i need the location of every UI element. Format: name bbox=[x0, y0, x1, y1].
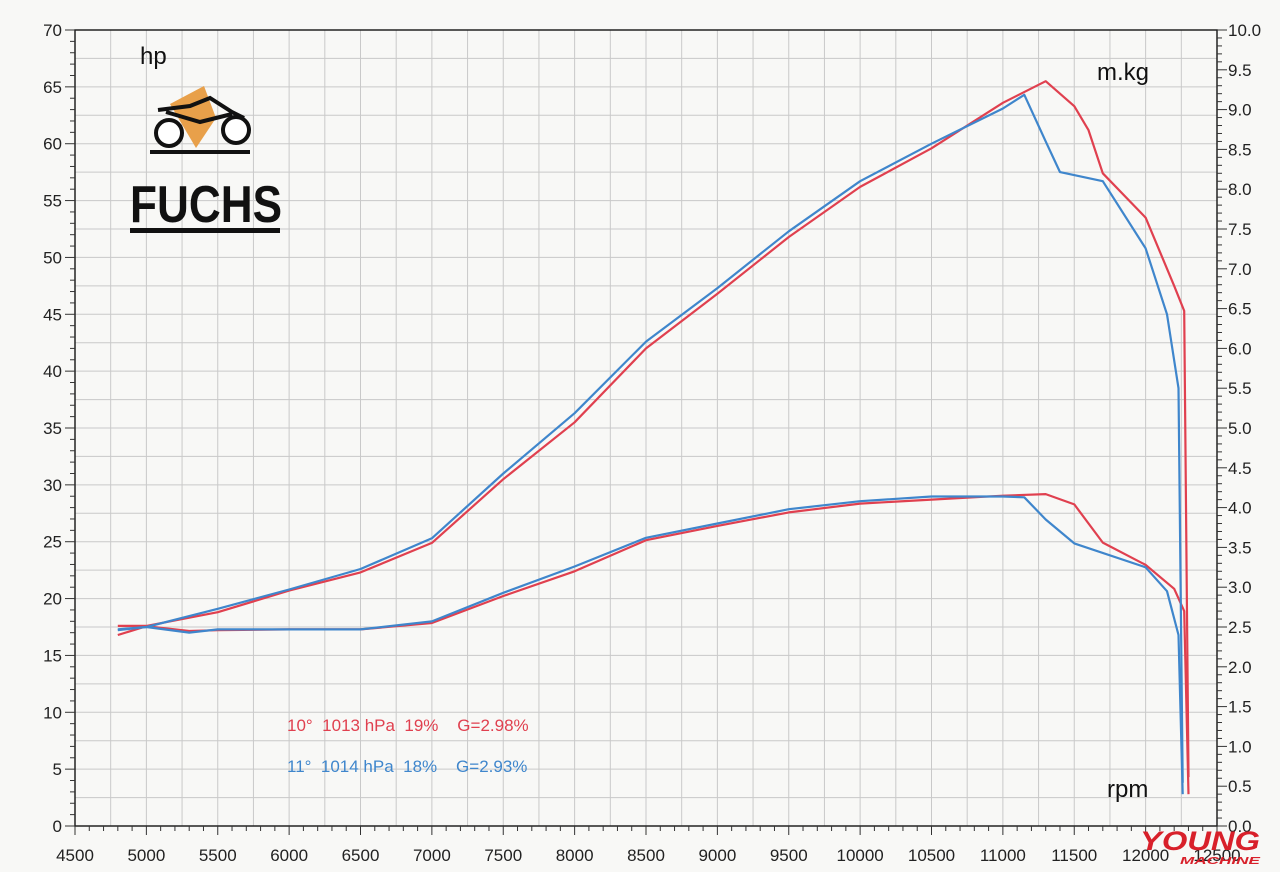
right-tick-label: 0.5 bbox=[1228, 777, 1252, 796]
left-tick-label: 70 bbox=[43, 21, 62, 40]
x-tick-label: 12500 bbox=[1193, 846, 1240, 865]
left-axis-label: hp bbox=[140, 43, 167, 70]
left-tick-label: 55 bbox=[43, 192, 62, 211]
left-tick-label: 40 bbox=[43, 362, 62, 381]
x-tick-label: 9000 bbox=[698, 846, 736, 865]
x-tick-label: 11000 bbox=[980, 846, 1026, 865]
left-tick-label: 20 bbox=[43, 590, 62, 609]
left-tick-label: 50 bbox=[43, 248, 62, 267]
left-tick-label: 0 bbox=[53, 817, 62, 836]
power-curve-0 bbox=[117, 80, 1190, 778]
x-tick-label: 6000 bbox=[270, 846, 308, 865]
left-tick-label: 30 bbox=[43, 476, 62, 495]
left-tick-label: 45 bbox=[43, 305, 62, 324]
x-tick-label: 10000 bbox=[836, 846, 883, 865]
right-tick-label: 9.0 bbox=[1228, 101, 1252, 120]
x-tick-label: 4500 bbox=[56, 846, 94, 865]
right-tick-label: 7.5 bbox=[1228, 220, 1252, 239]
x-tick-label: 8000 bbox=[556, 846, 594, 865]
bike-wheel-rear-icon bbox=[221, 115, 251, 145]
right-tick-label: 3.5 bbox=[1228, 538, 1252, 557]
right-tick-label: 5.5 bbox=[1228, 379, 1252, 398]
left-tick-label: 15 bbox=[43, 646, 62, 665]
right-tick-label: 0.0 bbox=[1228, 817, 1252, 836]
torque-curve-1 bbox=[117, 495, 1184, 795]
right-tick-label: 1.5 bbox=[1228, 698, 1252, 717]
grid bbox=[74, 29, 1218, 827]
right-tick-label: 4.0 bbox=[1228, 499, 1252, 518]
right-tick-label: 8.5 bbox=[1228, 140, 1252, 159]
x-tick-label: 8500 bbox=[627, 846, 665, 865]
x-axis-label: rpm bbox=[1107, 776, 1148, 803]
x-tick-label: 7000 bbox=[413, 846, 451, 865]
power-curve-1 bbox=[117, 93, 1184, 783]
logo-rule-top bbox=[150, 150, 250, 154]
right-tick-label: 4.5 bbox=[1228, 459, 1252, 478]
right-axis-ticks: 0.0 0.5 1.0 1.5 2.0 2.5 3.0 3.5 4.0 4.5 5.0 5.5 6.0 6… bbox=[1217, 21, 1261, 836]
right-tick-label: 2.5 bbox=[1228, 618, 1252, 637]
left-tick-label: 25 bbox=[43, 533, 62, 552]
logo-wordmark: FUCHS bbox=[130, 176, 282, 234]
left-axis-ticks: 0 5 10 15 20 25 30 35 40 45 50 55 60 65 70 bbox=[43, 21, 75, 836]
x-axis-ticks: 4500 5000 5500 6000 6500 7000 7500 8000 8500 9000… bbox=[56, 826, 1241, 865]
x-tick-label: 7500 bbox=[484, 846, 522, 865]
watermark: YOUNG MACHINE bbox=[1140, 826, 1261, 867]
x-tick-label: 10500 bbox=[908, 846, 955, 865]
left-tick-label: 60 bbox=[43, 135, 62, 154]
watermark-title: YOUNG bbox=[1140, 826, 1260, 856]
left-tick-label: 10 bbox=[43, 703, 62, 722]
left-tick-label: 5 bbox=[53, 760, 62, 779]
fuchs-logo: FUCHS bbox=[130, 86, 282, 234]
bike-wheel-front-icon bbox=[154, 118, 184, 148]
right-tick-label: 1.0 bbox=[1228, 737, 1252, 756]
right-tick-label: 6.5 bbox=[1228, 300, 1252, 319]
right-tick-label: 6.0 bbox=[1228, 339, 1252, 358]
left-tick-label: 35 bbox=[43, 419, 62, 438]
right-tick-label: 8.0 bbox=[1228, 180, 1252, 199]
legend-entry-blue: 11° 1014 hPa 18% G=2.93% bbox=[287, 757, 527, 776]
right-tick-label: 5.0 bbox=[1228, 419, 1252, 438]
x-tick-label: 12000 bbox=[1122, 846, 1169, 865]
right-tick-label: 3.0 bbox=[1228, 578, 1252, 597]
right-tick-label: 10.0 bbox=[1228, 21, 1261, 40]
x-tick-label: 5500 bbox=[199, 846, 237, 865]
series-lines bbox=[117, 80, 1190, 795]
motorcycle-icon bbox=[150, 86, 251, 154]
right-tick-label: 9.5 bbox=[1228, 61, 1252, 80]
right-tick-label: 2.0 bbox=[1228, 658, 1252, 677]
legend-entry-red: 10° 1013 hPa 19% G=2.98% bbox=[287, 716, 529, 735]
bike-body-icon bbox=[157, 95, 245, 125]
legend: 10° 1013 hPa 19% G=2.98% 11° 1014 hPa 18… bbox=[287, 716, 529, 776]
logo-underline bbox=[130, 228, 280, 233]
x-tick-label: 6500 bbox=[342, 846, 380, 865]
x-tick-label: 5000 bbox=[127, 846, 165, 865]
right-axis-label: m.kg bbox=[1097, 59, 1149, 86]
watermark-subtitle: MACHINE bbox=[1180, 856, 1261, 867]
right-tick-label: 7.0 bbox=[1228, 260, 1252, 279]
x-tick-label: 11500 bbox=[1051, 846, 1097, 865]
left-tick-label: 65 bbox=[43, 78, 62, 97]
x-tick-label: 9500 bbox=[770, 846, 808, 865]
